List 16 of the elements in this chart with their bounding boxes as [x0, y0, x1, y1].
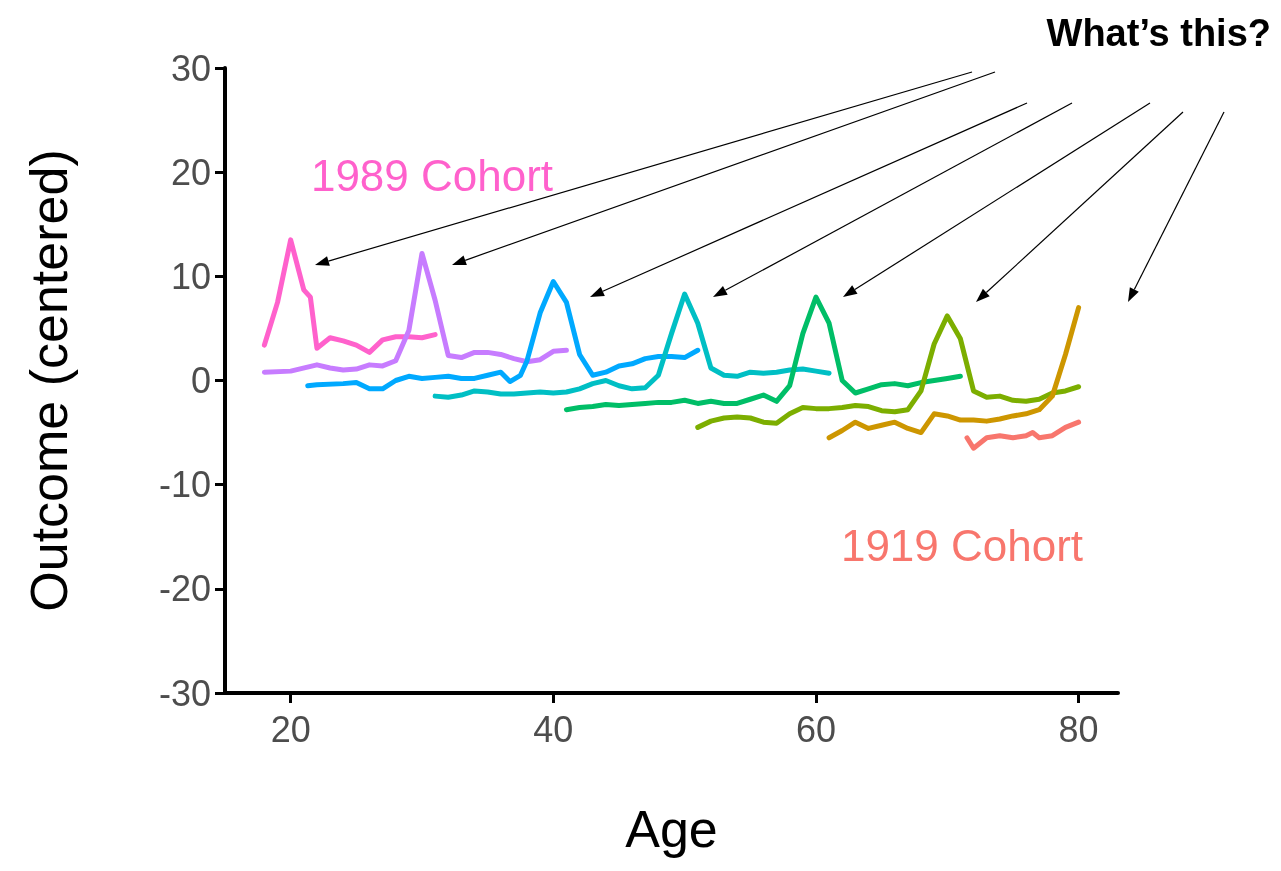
y-axis-title: Outcome (centered)	[20, 149, 78, 612]
y-tick-label: 20	[170, 151, 211, 193]
y-tick-label: -30	[158, 672, 211, 714]
y-tick-label: 0	[190, 360, 211, 401]
y-tick-label: -20	[158, 568, 211, 610]
x-tick-label: 40	[533, 708, 574, 750]
x-tick-label: 80	[1058, 708, 1099, 750]
x-tick-label: 60	[795, 708, 836, 750]
series-label: 1989 Cohort	[310, 150, 554, 200]
y-tick-label: 30	[170, 47, 211, 89]
y-tick-label: -10	[158, 464, 211, 506]
y-tick-label: 10	[170, 255, 211, 297]
x-tick-label: 20	[270, 708, 311, 750]
x-axis-title: Age	[625, 800, 718, 858]
text: 1919 Cohort	[840, 520, 1084, 570]
text: What’s this?	[1046, 12, 1272, 54]
